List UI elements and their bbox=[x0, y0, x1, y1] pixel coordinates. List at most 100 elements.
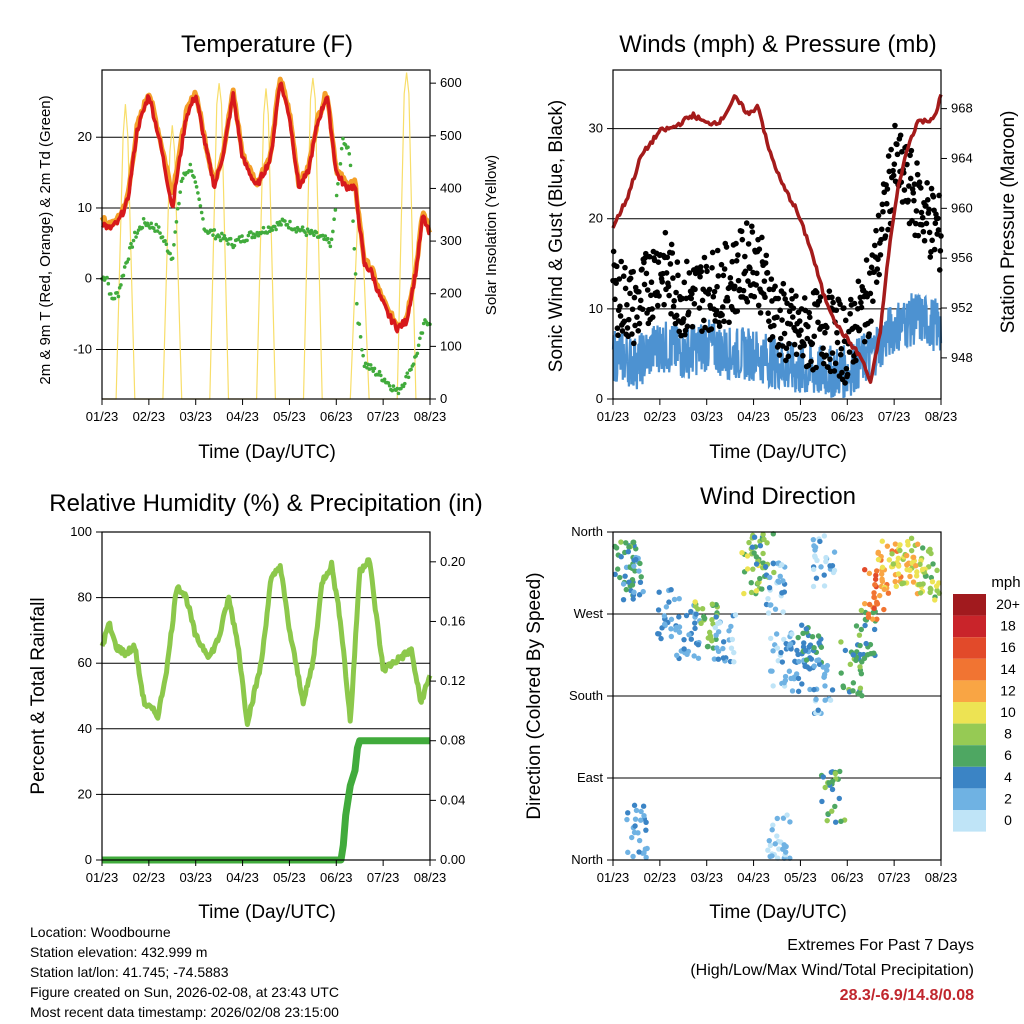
direction-point bbox=[668, 586, 674, 593]
x-tick-label: 06/23 bbox=[831, 870, 864, 885]
dewpoint-point bbox=[276, 223, 281, 227]
x-tick-label: 01/23 bbox=[597, 409, 630, 424]
direction-panel: Wind Direction NorthEastSouthWestNorth01… bbox=[524, 483, 1021, 923]
direction-point bbox=[768, 602, 774, 608]
direction-point bbox=[692, 599, 698, 605]
direction-point bbox=[780, 815, 787, 821]
gust-point bbox=[619, 328, 626, 334]
direction-point bbox=[809, 633, 816, 640]
gust-point bbox=[704, 268, 710, 275]
dewpoint-point bbox=[160, 235, 165, 239]
gust-point bbox=[908, 147, 915, 154]
direction-point bbox=[617, 574, 623, 581]
direction-point bbox=[769, 827, 775, 833]
gust-point bbox=[688, 295, 695, 302]
x-tick-label: 02/23 bbox=[133, 409, 166, 424]
direction-point bbox=[892, 578, 898, 585]
dewpoint-point bbox=[174, 220, 179, 224]
direction-point bbox=[625, 810, 631, 816]
gust-point bbox=[648, 279, 655, 286]
direction-point bbox=[927, 589, 933, 596]
y-tick-label: North bbox=[571, 852, 603, 867]
gust-point bbox=[843, 365, 850, 372]
gust-point bbox=[820, 360, 827, 367]
gust-point bbox=[894, 141, 900, 148]
gust-point bbox=[809, 340, 816, 347]
direction-point bbox=[760, 550, 766, 557]
direction-point bbox=[930, 561, 936, 567]
direction-point bbox=[820, 774, 826, 780]
gust-point bbox=[786, 340, 792, 347]
gust-point bbox=[875, 256, 881, 263]
gust-point bbox=[689, 290, 695, 297]
direction-point bbox=[748, 589, 755, 596]
gust-point bbox=[733, 240, 739, 247]
x-tick-label: 04/23 bbox=[226, 409, 259, 424]
gust-point bbox=[699, 297, 706, 304]
winds-plot-frame bbox=[612, 69, 942, 400]
direction-point bbox=[872, 582, 878, 588]
dewpoint-point bbox=[353, 272, 358, 276]
direction-point bbox=[864, 652, 871, 658]
direction-point bbox=[632, 816, 639, 822]
gust-point bbox=[639, 306, 646, 313]
direction-point bbox=[767, 842, 774, 849]
direction-point bbox=[806, 644, 812, 650]
direction-point bbox=[920, 545, 926, 551]
direction-point bbox=[643, 827, 649, 833]
direction-point bbox=[858, 671, 865, 677]
direction-point bbox=[810, 583, 817, 590]
dewpoint-point bbox=[168, 251, 172, 256]
x-tick-label: 01/23 bbox=[86, 870, 119, 885]
direction-point bbox=[705, 643, 711, 650]
direction-point bbox=[850, 680, 857, 686]
x-tick-label: 08/23 bbox=[414, 870, 447, 885]
gust-point bbox=[627, 275, 634, 282]
y2-tick-label: 500 bbox=[440, 128, 462, 143]
speed-colorbar: mph 20+ 18 16 14 12 10 8 6 4 2 0 bbox=[953, 574, 1021, 832]
y2-tick-label: 200 bbox=[440, 286, 462, 301]
dewpoint-point bbox=[135, 231, 140, 235]
direction-point bbox=[770, 648, 776, 654]
direction-point bbox=[618, 554, 624, 560]
x-tick-label: 03/23 bbox=[179, 870, 212, 885]
direction-point bbox=[706, 629, 713, 636]
direction-point bbox=[771, 569, 777, 576]
gust-point bbox=[674, 259, 681, 265]
dewpoint-point bbox=[331, 229, 335, 234]
direction-point bbox=[885, 590, 892, 596]
direction-point bbox=[711, 656, 718, 662]
dewpoint-point bbox=[343, 143, 348, 147]
direction-point bbox=[681, 646, 687, 652]
y2-tick-label: 0.04 bbox=[440, 792, 465, 807]
extremes-title: Extremes For Past 7 Days bbox=[787, 937, 974, 954]
gust-point bbox=[714, 247, 721, 254]
direction-point bbox=[796, 658, 802, 665]
gust-point bbox=[621, 318, 628, 325]
gust-point bbox=[733, 258, 740, 264]
gust-point bbox=[932, 220, 939, 227]
gust-point bbox=[622, 264, 628, 271]
direction-point bbox=[895, 571, 902, 577]
dewpoint-point bbox=[418, 336, 422, 341]
gust-point bbox=[924, 180, 930, 186]
direction-point bbox=[770, 822, 776, 828]
gust-point bbox=[745, 278, 751, 284]
direction-point bbox=[802, 663, 808, 670]
dewpoint-point bbox=[177, 201, 181, 206]
direction-point bbox=[744, 566, 751, 572]
gust-point bbox=[615, 332, 621, 339]
direction-point bbox=[917, 561, 923, 568]
direction-point bbox=[695, 606, 701, 612]
gust-point bbox=[838, 346, 845, 352]
direction-point bbox=[863, 640, 869, 647]
gust-point bbox=[890, 172, 897, 179]
gust-point bbox=[666, 292, 672, 299]
dewpoint-point bbox=[196, 191, 200, 195]
direction-point bbox=[915, 541, 921, 547]
direction-point bbox=[856, 632, 863, 638]
direction-point bbox=[631, 563, 637, 569]
dewpoint-point bbox=[300, 225, 305, 229]
direction-point bbox=[838, 670, 844, 676]
gust-point bbox=[759, 234, 765, 241]
